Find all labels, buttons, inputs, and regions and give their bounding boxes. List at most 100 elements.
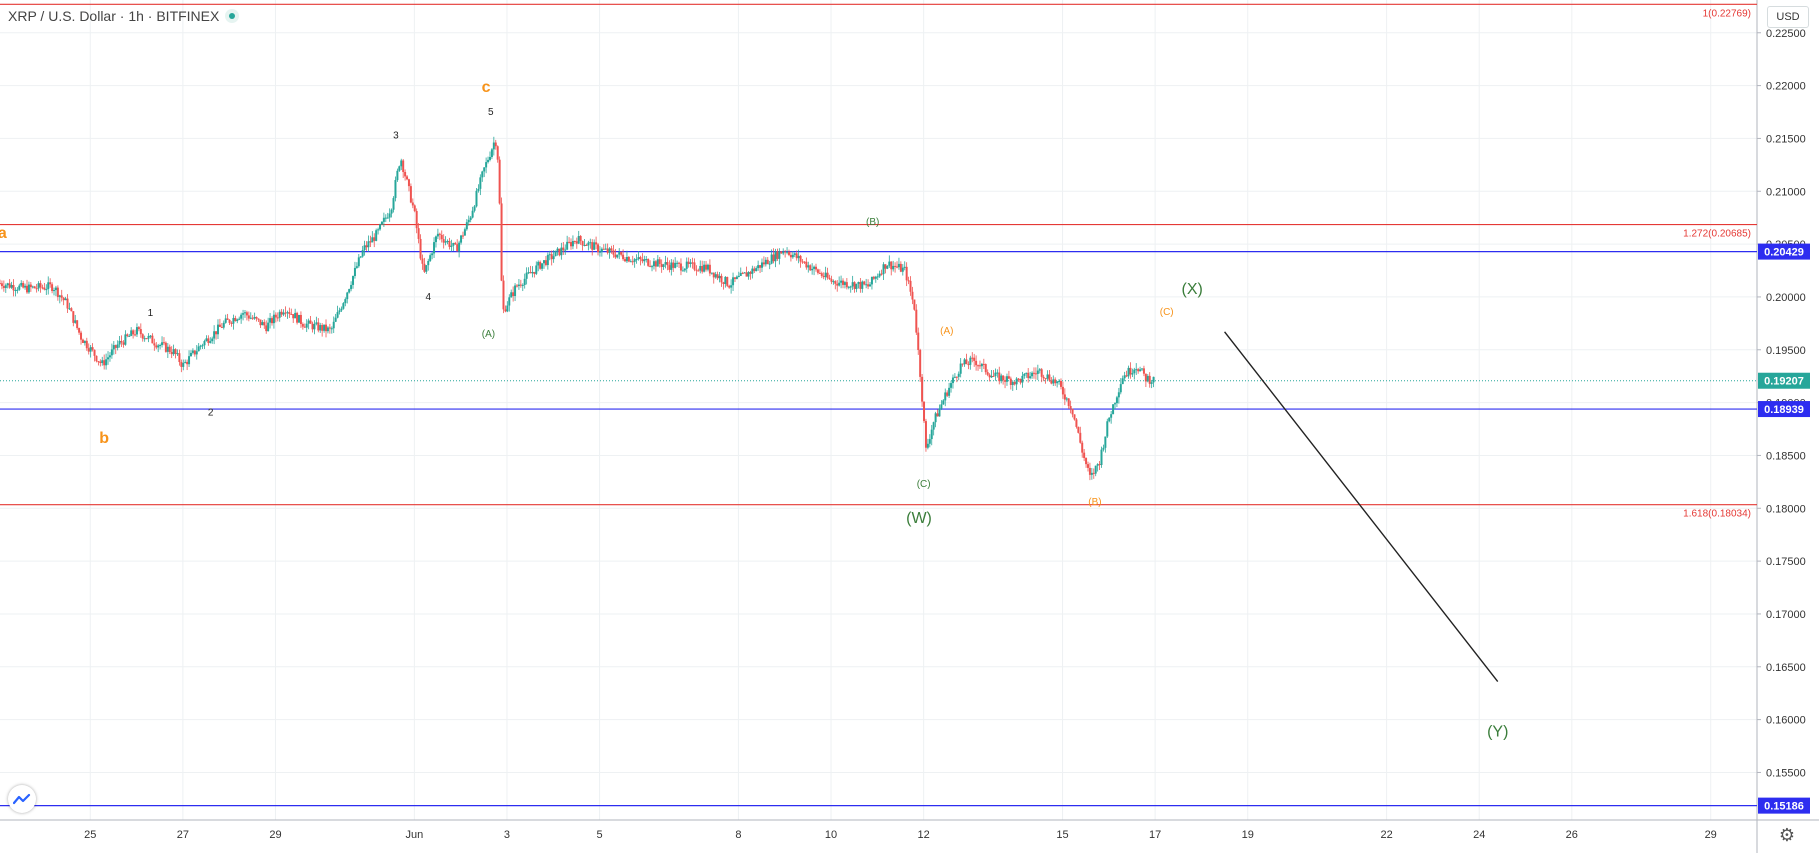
candle-body (691, 262, 694, 264)
candle-body (298, 314, 301, 323)
candle-body (62, 297, 65, 301)
candle-body (683, 268, 686, 271)
candle-body (419, 238, 422, 259)
candle-body (282, 312, 285, 315)
candle-body (487, 159, 490, 163)
candle-body (274, 314, 277, 318)
candle-body (718, 275, 721, 279)
candle-body (766, 259, 769, 265)
candle-body (1139, 369, 1142, 372)
candle-body (417, 228, 420, 239)
gear-icon[interactable]: ⚙ (1778, 824, 1796, 846)
candle-body (164, 342, 167, 352)
candle-body (483, 167, 486, 172)
candle-body (886, 265, 889, 269)
candle-body (836, 283, 839, 286)
candle-body (575, 241, 578, 244)
y-tick-label: 0.17000 (1766, 609, 1806, 621)
candle-body (664, 262, 667, 265)
candle-body (909, 280, 912, 292)
candle-body (1032, 372, 1035, 374)
candle-body (521, 284, 524, 286)
candle-body (637, 257, 640, 260)
candle-body (257, 318, 260, 320)
candle-body (101, 360, 104, 364)
candle-body (375, 230, 378, 241)
candle-body (1100, 449, 1103, 465)
candle-body (884, 264, 887, 269)
candle-body (290, 313, 293, 315)
wave-label: b (99, 430, 109, 447)
candle-body (730, 285, 733, 288)
candle-body (816, 269, 819, 273)
candle-body (649, 265, 652, 267)
candle-body (379, 224, 382, 230)
candle-body (994, 372, 997, 376)
currency-button[interactable]: USD (1767, 6, 1809, 28)
candle-body (811, 268, 814, 271)
candle-body (973, 357, 976, 361)
support-price-label: 0.18939 (1764, 404, 1804, 416)
candle-body (660, 263, 663, 267)
candle-body (394, 180, 397, 199)
candle-body (39, 283, 42, 288)
candle-body (1112, 404, 1115, 415)
candle-body (651, 266, 654, 268)
candle-body (787, 251, 790, 255)
candle-body (1129, 367, 1132, 375)
candle-body (938, 408, 941, 417)
candle-body (334, 317, 337, 322)
candle-body (41, 287, 44, 289)
candle-body (70, 308, 73, 312)
candle-body (504, 309, 507, 312)
wave-label: 5 (488, 107, 494, 118)
candle-body (1142, 368, 1145, 374)
candle-body (166, 346, 169, 352)
candle-body (735, 276, 738, 279)
candle-body (1017, 378, 1020, 380)
candle-body (18, 285, 21, 290)
candle-body (421, 258, 424, 264)
candle-body (311, 323, 314, 330)
fib-level-label: 1.272(0.20685) (1683, 229, 1751, 240)
candle-body (114, 345, 117, 348)
projection-trend-line (1224, 331, 1499, 683)
candle-body (1023, 373, 1026, 376)
y-tick-label: 0.18000 (1766, 503, 1806, 515)
symbol-legend[interactable]: XRP / U.S. Dollar · 1h · BITFINEX (8, 8, 240, 24)
candle-body (2, 286, 5, 289)
candle-body (388, 213, 391, 218)
candle-body (751, 268, 754, 274)
candle-body (346, 292, 349, 300)
candle-body (512, 292, 515, 297)
candle-body (1150, 382, 1153, 384)
candle-body (907, 280, 910, 282)
candle-body (1042, 376, 1045, 379)
candle-body (1040, 369, 1043, 377)
candle-body (191, 350, 194, 353)
candle-body (620, 251, 623, 255)
candle-body (861, 281, 864, 289)
wave-label: 2 (208, 407, 214, 418)
candle-body (961, 363, 964, 365)
candle-body (438, 233, 441, 235)
candle-body (205, 338, 208, 342)
candle-body (450, 245, 453, 247)
support-price-label: 0.15186 (1764, 801, 1804, 813)
candle-body (772, 254, 775, 262)
candle-body (919, 349, 922, 377)
candle-body (980, 363, 983, 367)
wave-label: 3 (393, 130, 399, 141)
candle-body (498, 159, 501, 204)
x-tick-label: 29 (269, 829, 281, 841)
candle-body (1048, 374, 1051, 381)
candle-body (386, 217, 389, 219)
candle-body (809, 265, 812, 271)
candle-body (527, 272, 530, 274)
candle-body (496, 146, 499, 160)
tradingview-logo-icon[interactable] (8, 785, 36, 813)
candle-body (770, 254, 773, 264)
candle-body (610, 248, 613, 251)
